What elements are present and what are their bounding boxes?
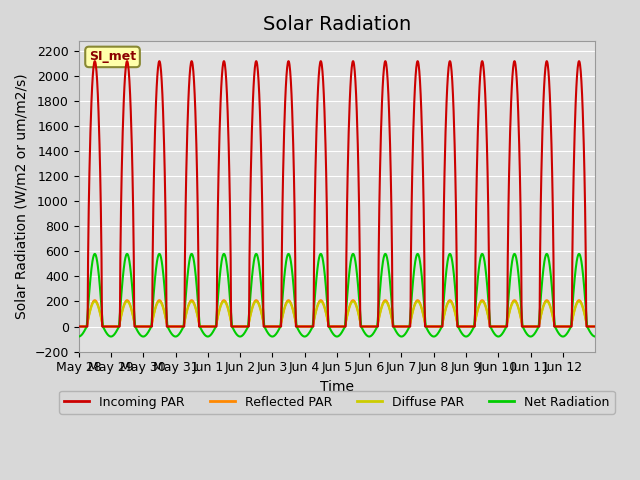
X-axis label: Time: Time <box>320 380 354 394</box>
Y-axis label: Solar Radiation (W/m2 or um/m2/s): Solar Radiation (W/m2 or um/m2/s) <box>15 73 29 319</box>
Legend: Incoming PAR, Reflected PAR, Diffuse PAR, Net Radiation: Incoming PAR, Reflected PAR, Diffuse PAR… <box>59 391 615 414</box>
Text: SI_met: SI_met <box>89 50 136 63</box>
Title: Solar Radiation: Solar Radiation <box>263 15 411 34</box>
